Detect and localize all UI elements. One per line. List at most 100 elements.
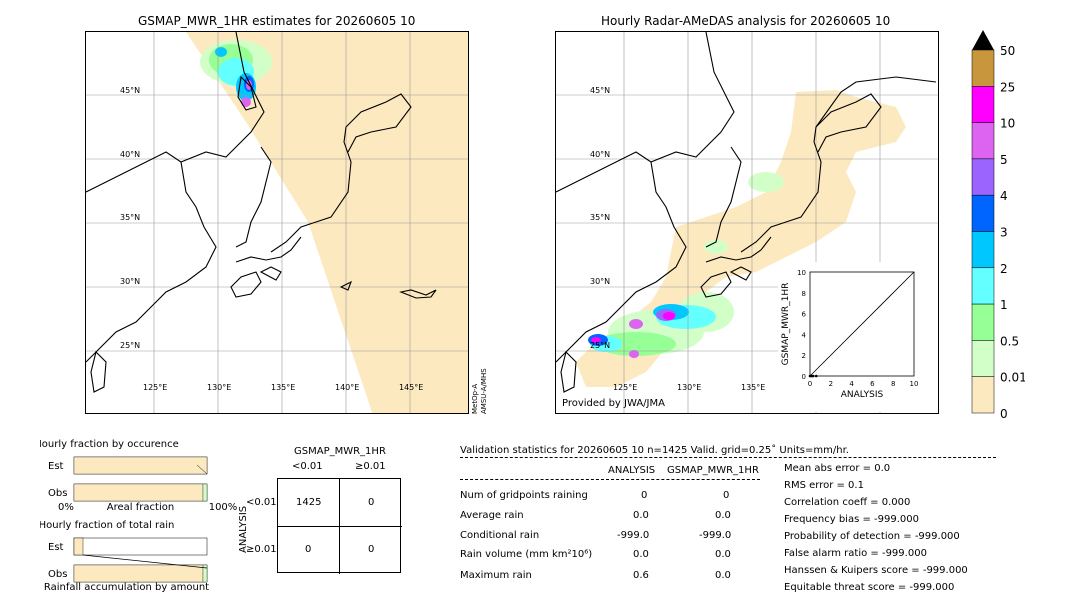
left-lat-label-40: 40°N bbox=[120, 150, 141, 159]
totalrain-bar-rain-1 bbox=[202, 564, 208, 583]
right-map-title: Hourly Radar-AMeDAS analysis for 2026060… bbox=[601, 14, 891, 28]
col-gsmap: GSMAP_MWR_1HR bbox=[667, 465, 759, 476]
row-gsmap-gridpoints: 0 bbox=[723, 490, 730, 501]
left-lon-label-135: 135°E bbox=[271, 383, 296, 392]
right-lat-label-40: 40°N bbox=[590, 150, 611, 159]
scatter-point-4 bbox=[814, 374, 818, 378]
fraction-charts: Hourly fraction by occurence Est Obs 0% 100%… bbox=[40, 439, 237, 593]
row-label-maximum: Maximum rain bbox=[460, 570, 532, 581]
score-corr: Correlation coeff = 0.000 bbox=[784, 497, 911, 508]
scatter-ylabel: GSMAP_MWR_1HR bbox=[781, 283, 791, 366]
scatter-xtick-1: 2 bbox=[829, 380, 833, 388]
score-far: False alarm ratio = -999.000 bbox=[784, 548, 927, 559]
scatter-ytick-4: 8 bbox=[802, 290, 806, 298]
occurrence-tick-left: 0% bbox=[58, 502, 74, 513]
right-coastlines bbox=[556, 32, 937, 393]
cell-hit: 0 bbox=[368, 544, 375, 555]
left-rain-3mm-b bbox=[215, 47, 227, 57]
colorbar-label-6: 2 bbox=[1000, 262, 1008, 276]
row-gsmap-conditional: -999.0 bbox=[699, 530, 732, 541]
row-label-average: Average rain bbox=[460, 510, 524, 521]
occurrence-cat-1: Obs bbox=[48, 488, 67, 499]
left-lat-label-30: 30°N bbox=[120, 277, 141, 286]
row-label-conditional: Conditional rain bbox=[460, 530, 540, 541]
row-gsmap-average: 0.0 bbox=[715, 510, 731, 521]
colorbar-swatch-8 bbox=[971, 340, 995, 377]
scatter-ytick-0: 0 bbox=[802, 373, 806, 381]
right-lon-label-125: 125°E bbox=[613, 383, 638, 392]
totalrain-cat-0: Est bbox=[48, 542, 64, 553]
scatter-ytick-1: 2 bbox=[802, 352, 806, 360]
totalrain-est-stub bbox=[73, 537, 84, 556]
left-coastlines bbox=[86, 32, 437, 393]
contingency-title: GSMAP_MWR_1HR bbox=[294, 446, 386, 457]
colorbar-swatch-5 bbox=[971, 231, 995, 269]
right-rain-light-d bbox=[704, 240, 728, 254]
colorbar-swatch-4 bbox=[971, 194, 995, 232]
colorbar-swatch-6 bbox=[971, 267, 995, 305]
contingency-col-ge: ≥0.01 bbox=[355, 461, 386, 472]
occurrence-bar-main-0 bbox=[73, 456, 208, 475]
satellite-note-1: MetOp-A bbox=[471, 383, 479, 414]
colorbar-label-7: 1 bbox=[1000, 298, 1008, 312]
scatter-xtick-2: 4 bbox=[849, 380, 854, 388]
cell-miss: 0 bbox=[305, 544, 312, 555]
right-rain-25mm-b bbox=[591, 337, 601, 343]
right-map: 45°N 40°N 35°N 30°N 25°N 125°E 130°E 135… bbox=[555, 31, 939, 414]
scatter-ytick-3: 6 bbox=[802, 311, 807, 319]
row-gsmap-maximum: 0.0 bbox=[715, 570, 731, 581]
colorbar-label-8: 0.5 bbox=[1000, 334, 1019, 348]
validation-header: Validation statistics for 20260605 10 n=… bbox=[460, 445, 849, 456]
occurrence-bar-main-1 bbox=[73, 483, 204, 502]
right-lon-label-130: 130°E bbox=[677, 383, 702, 392]
score-mae: Mean abs error = 0.0 bbox=[784, 463, 891, 474]
right-rain-25mm bbox=[663, 312, 675, 320]
left-lon-label-125: 125°E bbox=[143, 383, 168, 392]
scatter-xlabel: ANALYSIS bbox=[841, 390, 884, 400]
colorbar-label-3: 5 bbox=[1000, 153, 1008, 167]
left-lon-label-145: 145°E bbox=[399, 383, 424, 392]
left-lat-label-35: 35°N bbox=[120, 213, 141, 222]
row-gsmap-volume: 0.0 bbox=[715, 549, 731, 560]
totalrain-xlabel: Rainfall accumulation by amount bbox=[44, 582, 209, 593]
colorbar-label-4: 4 bbox=[1000, 189, 1008, 203]
satellite-note-2: AMSU-A/MHS bbox=[480, 368, 488, 414]
contingency-row-ge: ≥0.01 bbox=[246, 544, 277, 555]
colorbar-label-5: 3 bbox=[1000, 226, 1008, 240]
contingency-hline bbox=[278, 526, 402, 527]
row-analysis-maximum: 0.6 bbox=[633, 570, 649, 581]
score-hk: Hanssen & Kuipers score = -999.000 bbox=[784, 565, 968, 576]
validation-subdivider bbox=[460, 479, 760, 480]
right-rain-10mm bbox=[629, 319, 643, 329]
left-lon-label-140: 140°E bbox=[335, 383, 360, 392]
contingency-row-lt: <0.01 bbox=[246, 497, 277, 508]
colorbar-label-10: 0 bbox=[1000, 407, 1008, 420]
row-analysis-gridpoints: 0 bbox=[641, 490, 648, 501]
left-map-title: GSMAP_MWR_1HR estimates for 20260605 10 bbox=[138, 14, 416, 28]
left-lat-label-45: 45°N bbox=[120, 86, 141, 95]
contingency-col-lt: <0.01 bbox=[292, 461, 323, 472]
left-map-canvas bbox=[86, 32, 468, 413]
colorbar-label-2: 10 bbox=[1000, 117, 1015, 131]
left-lon-label-130: 130°E bbox=[207, 383, 232, 392]
score-pod: Probability of detection = -999.000 bbox=[784, 531, 960, 542]
right-grid bbox=[556, 32, 938, 413]
scatter-inset: 0 0 2 2 4 4 6 6 8 8 10 10 ANALYSIS GSMAP_MWR_1HR bbox=[778, 262, 938, 412]
score-ets: Equitable threat score = -999.000 bbox=[784, 582, 955, 593]
radar-credit: Provided by JWA/JMA bbox=[562, 398, 665, 409]
left-lat-label-25: 25°N bbox=[120, 341, 141, 350]
validation-divider bbox=[460, 457, 996, 458]
colorbar-swatch-7 bbox=[971, 303, 995, 341]
scatter-xtick-0: 0 bbox=[808, 380, 812, 388]
scatter-xtick-4: 8 bbox=[891, 380, 895, 388]
scatter-xtick-3: 6 bbox=[870, 380, 875, 388]
scatter-ytick-2: 4 bbox=[802, 331, 807, 339]
row-analysis-conditional: -999.0 bbox=[617, 530, 650, 541]
contingency-table: 1425 0 0 0 bbox=[277, 478, 402, 574]
occurrence-xlabel: Areal fraction bbox=[107, 502, 174, 513]
scatter-plot: 00 2 2 4 4 6 6 8 8 10 10 ANALYSIS GSMAP_MWR_1HR bbox=[781, 269, 918, 400]
totalrain-bar-main-1 bbox=[73, 564, 204, 583]
cell-false-alarm: 0 bbox=[368, 497, 375, 508]
row-analysis-volume: 0.0 bbox=[633, 549, 649, 560]
scatter-diagonal bbox=[809, 271, 915, 377]
